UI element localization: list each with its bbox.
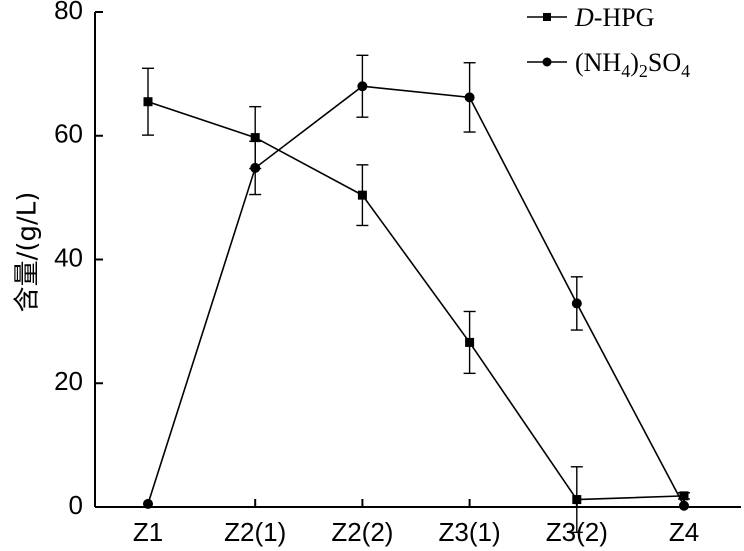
x-tick-label: Z2(2) [331,517,393,547]
data-point-circle [571,298,582,309]
legend-marker-ammonium-sulfate [542,57,552,67]
series-line [147,85,685,507]
data-point-square [679,491,689,501]
axes [94,12,741,508]
y-tick-label: 60 [54,119,83,149]
y-axis-title: 含量/(g/L) [13,192,43,313]
x-tick-label: Z4 [669,517,699,547]
data-point-circle [679,500,689,511]
y-tick-label: 0 [69,490,83,520]
x-tick-label: Z2(1) [224,517,286,547]
y-tick-label: 80 [54,0,83,25]
data-point-square [572,495,582,505]
series-line [147,100,685,501]
data-point-circle [464,92,475,103]
legend-label-d-hpg: D-HPG [574,3,654,32]
series-1 [143,54,689,511]
data-point-square [250,133,260,143]
data-point-square [357,190,367,200]
series-0 [142,67,690,534]
y-tick-label: 20 [54,366,83,396]
data-point-circle [143,498,153,509]
data-point-circle [250,162,261,173]
x-tick-label: Z3(1) [439,517,501,547]
data-point-square [143,97,153,107]
legend-label-ammonium-sulfate: (NH4)2SO4 [575,48,690,81]
data-point-square [465,337,475,347]
y-tick-label: 40 [54,242,83,272]
series-layer [142,54,690,534]
data-point-circle [357,81,368,92]
legend-marker-d-hpg [543,13,551,21]
x-tick-label: Z1 [133,517,163,547]
legend: D-HPG (NH4)2SO4 [527,3,690,81]
